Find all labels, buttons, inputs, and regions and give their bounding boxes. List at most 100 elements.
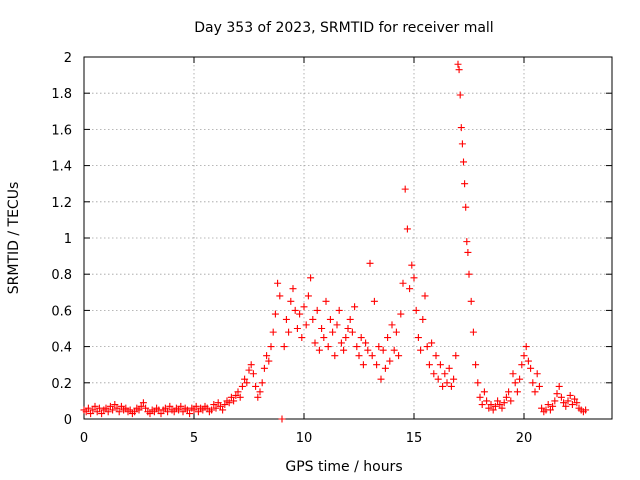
data-point bbox=[166, 402, 174, 410]
data-point bbox=[487, 401, 495, 409]
y-tick-label: 0 bbox=[64, 413, 72, 428]
data-point bbox=[553, 390, 561, 398]
data-point bbox=[91, 402, 99, 410]
data-point bbox=[467, 297, 475, 305]
data-point bbox=[219, 406, 227, 414]
data-point bbox=[139, 399, 147, 407]
data-point bbox=[463, 238, 471, 246]
data-point bbox=[276, 292, 284, 300]
data-point bbox=[560, 399, 568, 407]
data-point bbox=[82, 408, 90, 416]
data-point bbox=[462, 203, 470, 211]
data-point bbox=[104, 408, 112, 416]
data-point bbox=[278, 415, 286, 423]
data-point bbox=[518, 361, 526, 369]
data-point bbox=[505, 388, 513, 396]
data-point bbox=[423, 343, 431, 351]
data-point bbox=[175, 406, 183, 414]
data-point bbox=[212, 404, 220, 412]
data-point bbox=[179, 408, 187, 416]
data-point bbox=[150, 408, 158, 416]
data-point bbox=[582, 406, 590, 414]
data-point bbox=[483, 397, 491, 405]
x-tick-label: 0 bbox=[80, 431, 88, 446]
data-point bbox=[357, 334, 365, 342]
data-point bbox=[146, 410, 154, 418]
data-point bbox=[304, 292, 312, 300]
data-point bbox=[348, 328, 356, 336]
data-point bbox=[500, 399, 508, 407]
data-point bbox=[307, 274, 315, 282]
data-point bbox=[498, 404, 506, 412]
data-point bbox=[507, 397, 515, 405]
data-point bbox=[461, 180, 469, 188]
data-point bbox=[368, 352, 376, 360]
data-point bbox=[342, 334, 350, 342]
data-point bbox=[410, 274, 418, 282]
data-point bbox=[527, 364, 535, 372]
data-point bbox=[555, 382, 563, 390]
data-point bbox=[384, 334, 392, 342]
data-point bbox=[247, 361, 255, 369]
data-point bbox=[551, 397, 559, 405]
data-point bbox=[256, 388, 264, 396]
data-point bbox=[260, 364, 268, 372]
data-point bbox=[351, 303, 359, 311]
data-point bbox=[454, 60, 462, 68]
data-point bbox=[417, 346, 425, 354]
data-point bbox=[496, 401, 504, 409]
y-axis-label: SRMTID / TECUs bbox=[6, 182, 22, 295]
data-point bbox=[401, 185, 409, 193]
data-point bbox=[243, 379, 251, 387]
data-point bbox=[379, 346, 387, 354]
data-point bbox=[485, 404, 493, 412]
data-point bbox=[399, 279, 407, 287]
data-point bbox=[95, 404, 103, 412]
data-point bbox=[397, 310, 405, 318]
data-point bbox=[564, 397, 572, 405]
data-point bbox=[135, 406, 143, 414]
data-point bbox=[111, 401, 119, 409]
data-point bbox=[318, 325, 326, 332]
data-point bbox=[216, 402, 224, 410]
data-point bbox=[199, 406, 207, 414]
data-point bbox=[430, 370, 438, 378]
data-point bbox=[502, 393, 510, 401]
data-point bbox=[285, 328, 293, 336]
data-point bbox=[533, 370, 541, 378]
data-point bbox=[289, 285, 297, 293]
data-point bbox=[87, 410, 95, 418]
data-point bbox=[274, 279, 282, 287]
data-point bbox=[465, 270, 473, 278]
data-point bbox=[234, 388, 242, 396]
data-point bbox=[566, 391, 574, 399]
data-point bbox=[263, 352, 271, 360]
data-point bbox=[232, 391, 240, 399]
data-point bbox=[296, 310, 304, 318]
data-point bbox=[511, 379, 519, 387]
data-point bbox=[441, 370, 449, 378]
data-point bbox=[568, 401, 576, 409]
data-point bbox=[203, 404, 211, 412]
data-point bbox=[315, 346, 323, 354]
data-point bbox=[445, 364, 453, 372]
data-point bbox=[311, 339, 319, 347]
data-point bbox=[293, 325, 301, 332]
data-point bbox=[524, 357, 532, 365]
data-point bbox=[364, 346, 372, 354]
y-tick-label: 1 bbox=[64, 232, 72, 247]
data-point bbox=[269, 328, 277, 336]
data-point bbox=[117, 402, 125, 410]
data-point bbox=[258, 379, 266, 387]
x-tick-label: 15 bbox=[406, 431, 423, 446]
data-point bbox=[225, 399, 233, 407]
data-point bbox=[346, 315, 354, 323]
data-point bbox=[476, 393, 484, 401]
data-point bbox=[355, 352, 363, 360]
axis-ticks: 0 5 10 15 20 0 0.2 0.4 0.6 0.8 1 1.2 1.4 1.6 1.8 2 bbox=[51, 51, 612, 446]
data-point bbox=[353, 343, 361, 351]
data-point bbox=[230, 397, 238, 405]
data-point bbox=[535, 382, 543, 390]
data-point bbox=[425, 361, 433, 369]
